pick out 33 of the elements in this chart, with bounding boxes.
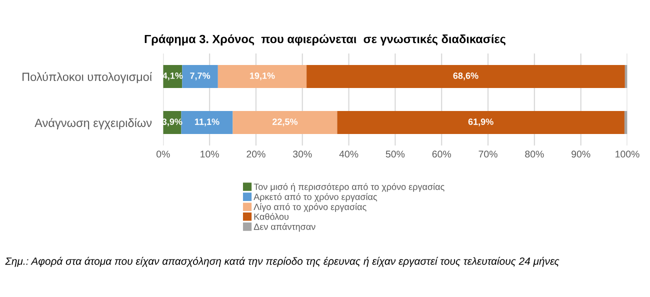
legend-label: Δεν απάντησαν — [254, 223, 316, 232]
bar — [218, 64, 307, 88]
legend-label: Αρκετό από το χρόνο εργασίας — [254, 193, 378, 202]
y-tick-label: Πολύπλοκοι υπολογισμοί — [22, 72, 152, 84]
x-tick-label: 0% — [156, 150, 170, 158]
data-label: 22,5% — [272, 118, 298, 126]
x-tick-label: 30% — [293, 150, 312, 158]
y-tick-label: Ανάγνωση εγχειριδίων — [34, 118, 152, 130]
data-label: 19,1% — [250, 72, 275, 80]
data-label: 61,9% — [468, 118, 494, 126]
x-tick-label: 60% — [432, 150, 451, 158]
x-tick-label: 70% — [478, 150, 498, 158]
bar — [337, 111, 624, 134]
x-tick-label: 40% — [339, 150, 358, 158]
legend-label: Λίγο από το χρόνο εργασίας — [254, 203, 366, 212]
legend-label: Καθόλου — [254, 212, 289, 220]
legend-label: Τον μισό ή περισσότερο από το χρόνο εργασίας — [254, 183, 444, 192]
x-tick-label: 20% — [246, 150, 266, 158]
x-tick-label: 90% — [572, 150, 590, 158]
data-label: 11,1% — [195, 118, 220, 126]
data-label: 7,7% — [190, 72, 210, 80]
x-tick-label: 80% — [525, 150, 544, 158]
bar — [181, 111, 233, 134]
x-tick-label: 10% — [200, 150, 219, 158]
text: Σημ.: Αφορά στα άτομα που είχαν απασχόληση κατά την περίοδο της έρευνας ή είχαν εργαστεί τους τελευταίους 24 μήνες — [5, 256, 560, 267]
bar — [306, 64, 625, 88]
chart-title: Γράφημα 3. Χρόνος που αφιερώνεται σε γνωστικές διαδικασίες — [144, 34, 506, 46]
bar — [624, 111, 628, 134]
bar — [182, 64, 218, 88]
bar — [232, 111, 338, 134]
x-tick-label: 100% — [616, 150, 640, 158]
data-label: 68,6% — [453, 72, 478, 80]
x-tick-label: 50% — [386, 150, 405, 158]
